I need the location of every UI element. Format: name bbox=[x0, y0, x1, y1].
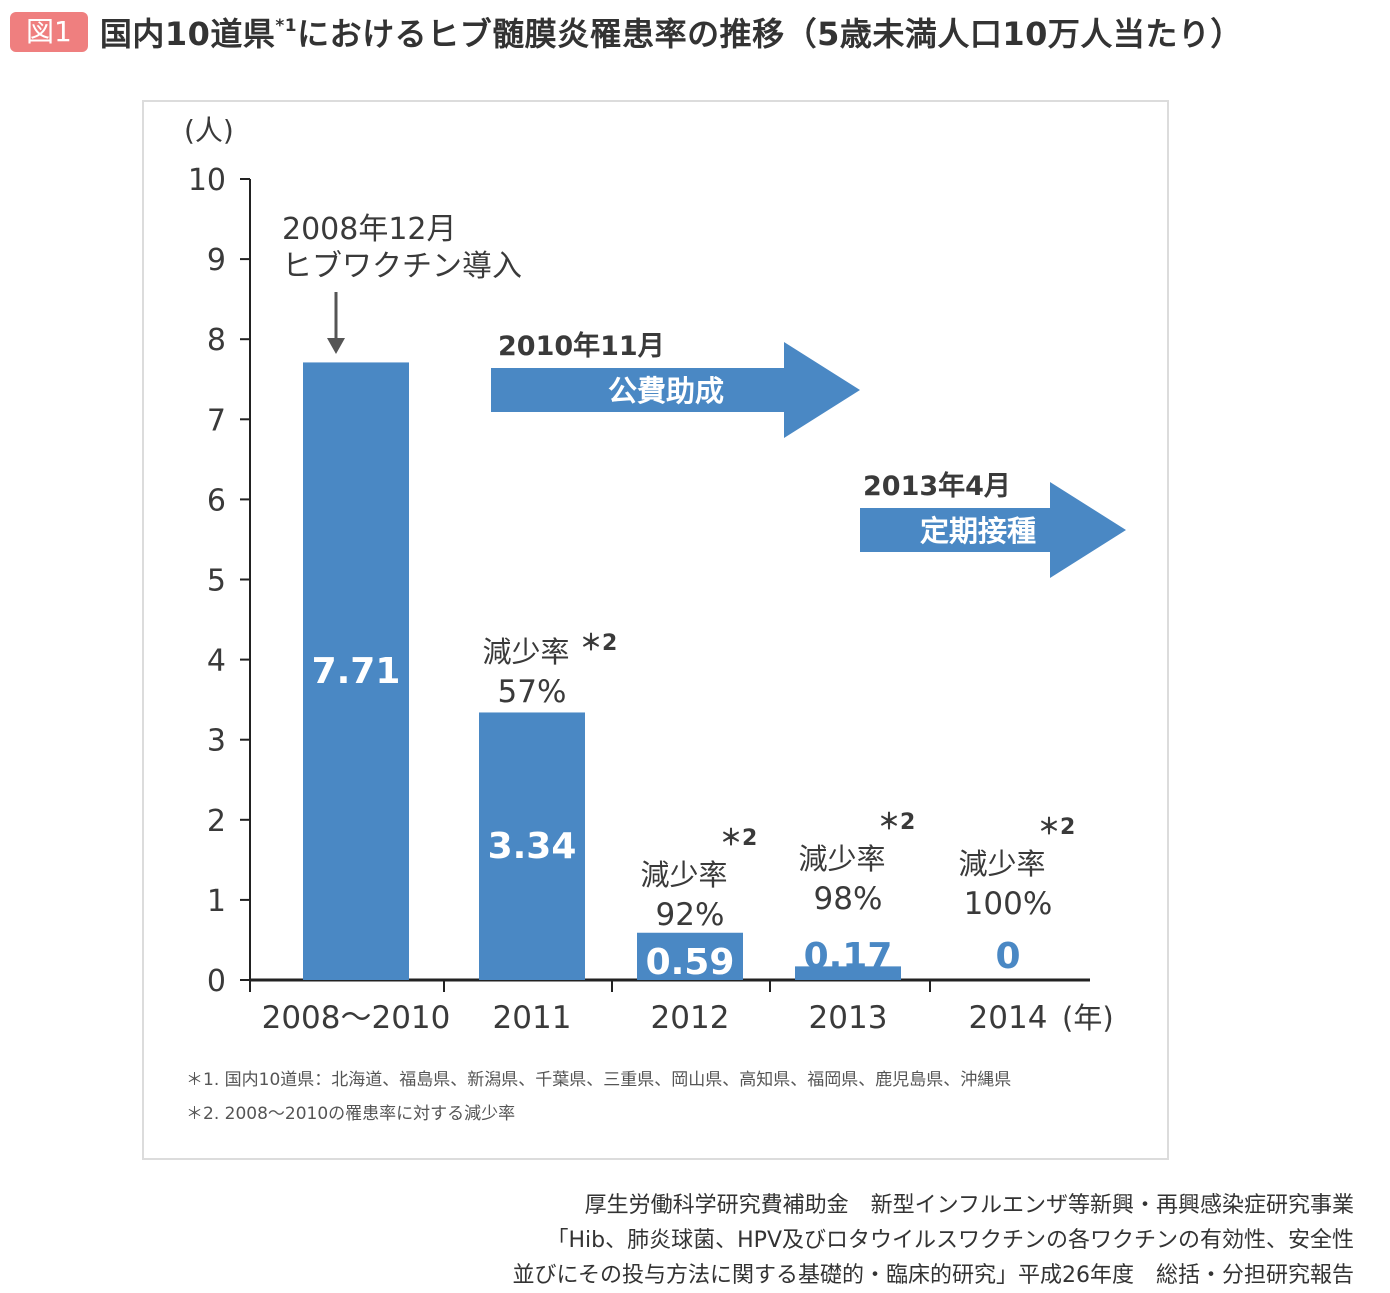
bar-value-label: 0.59 bbox=[646, 942, 735, 983]
source-citation: 厚生労働科学研究費補助金 新型インフルエンザ等新興・再興感染症研究事業 「Hib… bbox=[512, 1188, 1354, 1293]
bar-value-label: 7.71 bbox=[312, 651, 401, 692]
event-arrow bbox=[860, 482, 1126, 578]
chart-frame: 0 1 2 3 4 5 6 7 8 9 10 (人) 2008～2010 2011 2012 2013 2014… bbox=[142, 100, 1169, 1160]
y-tick-label: 3 bbox=[207, 724, 226, 759]
event-arrow-label: 定期接種 bbox=[920, 514, 1036, 548]
bar bbox=[637, 932, 743, 980]
x-axis-unit: (年) bbox=[1062, 1001, 1114, 1035]
x-tick-label: 2013 bbox=[809, 1000, 888, 1036]
bar bbox=[795, 966, 901, 980]
event-date-label: 2008年12月 bbox=[282, 212, 457, 247]
event-date-label: 2013年4月 bbox=[863, 470, 1011, 502]
y-tick-label: 5 bbox=[207, 564, 226, 599]
reduction-label: 減少率 bbox=[482, 635, 569, 669]
figure-title-main: 国内10道県 bbox=[99, 15, 276, 53]
y-tick-label: 4 bbox=[207, 644, 226, 679]
event-description-label: ヒブワクチン導入 bbox=[282, 249, 522, 284]
event-arrow-label: 公費助成 bbox=[608, 374, 724, 408]
reduction-label: 減少率 bbox=[958, 847, 1045, 881]
bar-value-label: 0 bbox=[995, 936, 1020, 977]
x-tick-label: 2011 bbox=[493, 1000, 572, 1036]
bar-chart: 0 1 2 3 4 5 6 7 8 9 10 (人) 2008～2010 2011 2012 2013 2014… bbox=[184, 114, 1126, 1124]
figure-title-bar: 図1 国内10道県*1におけるヒブ髄膜炎罹患率の推移（5歳未満人口10万人当たり… bbox=[10, 10, 1243, 54]
source-line-1: 厚生労働科学研究費補助金 新型インフルエンザ等新興・再興感染症研究事業 bbox=[584, 1193, 1354, 1218]
reduction-value: 92% bbox=[656, 897, 725, 933]
figure-title-sup: *1 bbox=[275, 16, 298, 36]
x-tick-label: 2014 bbox=[969, 1000, 1048, 1036]
event-arrow bbox=[491, 342, 860, 438]
y-axis-unit: (人) bbox=[184, 114, 234, 147]
figure-title-rest: におけるヒブ髄膜炎罹患率の推移（5歳未満人口10万人当たり） bbox=[297, 15, 1243, 53]
y-tick-label: 2 bbox=[207, 804, 226, 839]
bar bbox=[479, 712, 585, 980]
y-tick-label: 1 bbox=[207, 884, 226, 919]
bar bbox=[303, 362, 409, 981]
y-tick-label: 7 bbox=[207, 403, 226, 438]
source-line-2: 「Hib、肺炎球菌、HPV及びロタウイルスワクチンの各ワクチンの有効性、安全性 bbox=[546, 1228, 1354, 1253]
source-line-3: 並びにその投与方法に関する基礎的・臨床的研究」平成26年度 総括・分担研究報告 bbox=[512, 1263, 1354, 1288]
y-tick-label: 6 bbox=[207, 483, 226, 518]
figure-title: 国内10道県*1におけるヒブ髄膜炎罹患率の推移（5歳未満人口10万人当たり） bbox=[100, 9, 1243, 55]
figure-badge: 図1 bbox=[10, 12, 88, 52]
reduction-label: 減少率 bbox=[798, 842, 885, 876]
reduction-value: 100% bbox=[964, 886, 1053, 922]
reduction-value: 57% bbox=[498, 674, 567, 710]
reduction-value: 98% bbox=[814, 881, 883, 917]
bar-value-label: 0.17 bbox=[804, 936, 893, 977]
chart-footnote: ＊1. 国内10道県：北海道、福島県、新潟県、千葉県、三重県、岡山県、高知県、福… bbox=[186, 1070, 1011, 1090]
event-date-label: 2010年11月 bbox=[498, 330, 665, 362]
reduction-note-marker: ＊2 bbox=[720, 826, 757, 851]
x-tick-label: 2012 bbox=[651, 1000, 730, 1036]
chart-footnote: ＊2. 2008～2010の罹患率に対する減少率 bbox=[186, 1104, 515, 1124]
reduction-note-marker: ＊2 bbox=[878, 810, 915, 835]
reduction-note-marker: ＊2 bbox=[1038, 815, 1075, 840]
reduction-label: 減少率 bbox=[640, 858, 727, 892]
y-tick-label: 0 bbox=[207, 964, 226, 999]
reduction-note-marker: ＊2 bbox=[580, 631, 617, 656]
bar-value-label: 3.34 bbox=[488, 826, 577, 867]
event-pointer-head bbox=[327, 338, 345, 354]
y-tick-label: 8 bbox=[207, 323, 226, 358]
y-tick-label: 10 bbox=[188, 163, 226, 198]
x-tick-label: 2008～2010 bbox=[262, 1000, 451, 1036]
y-tick-label: 9 bbox=[207, 243, 226, 278]
